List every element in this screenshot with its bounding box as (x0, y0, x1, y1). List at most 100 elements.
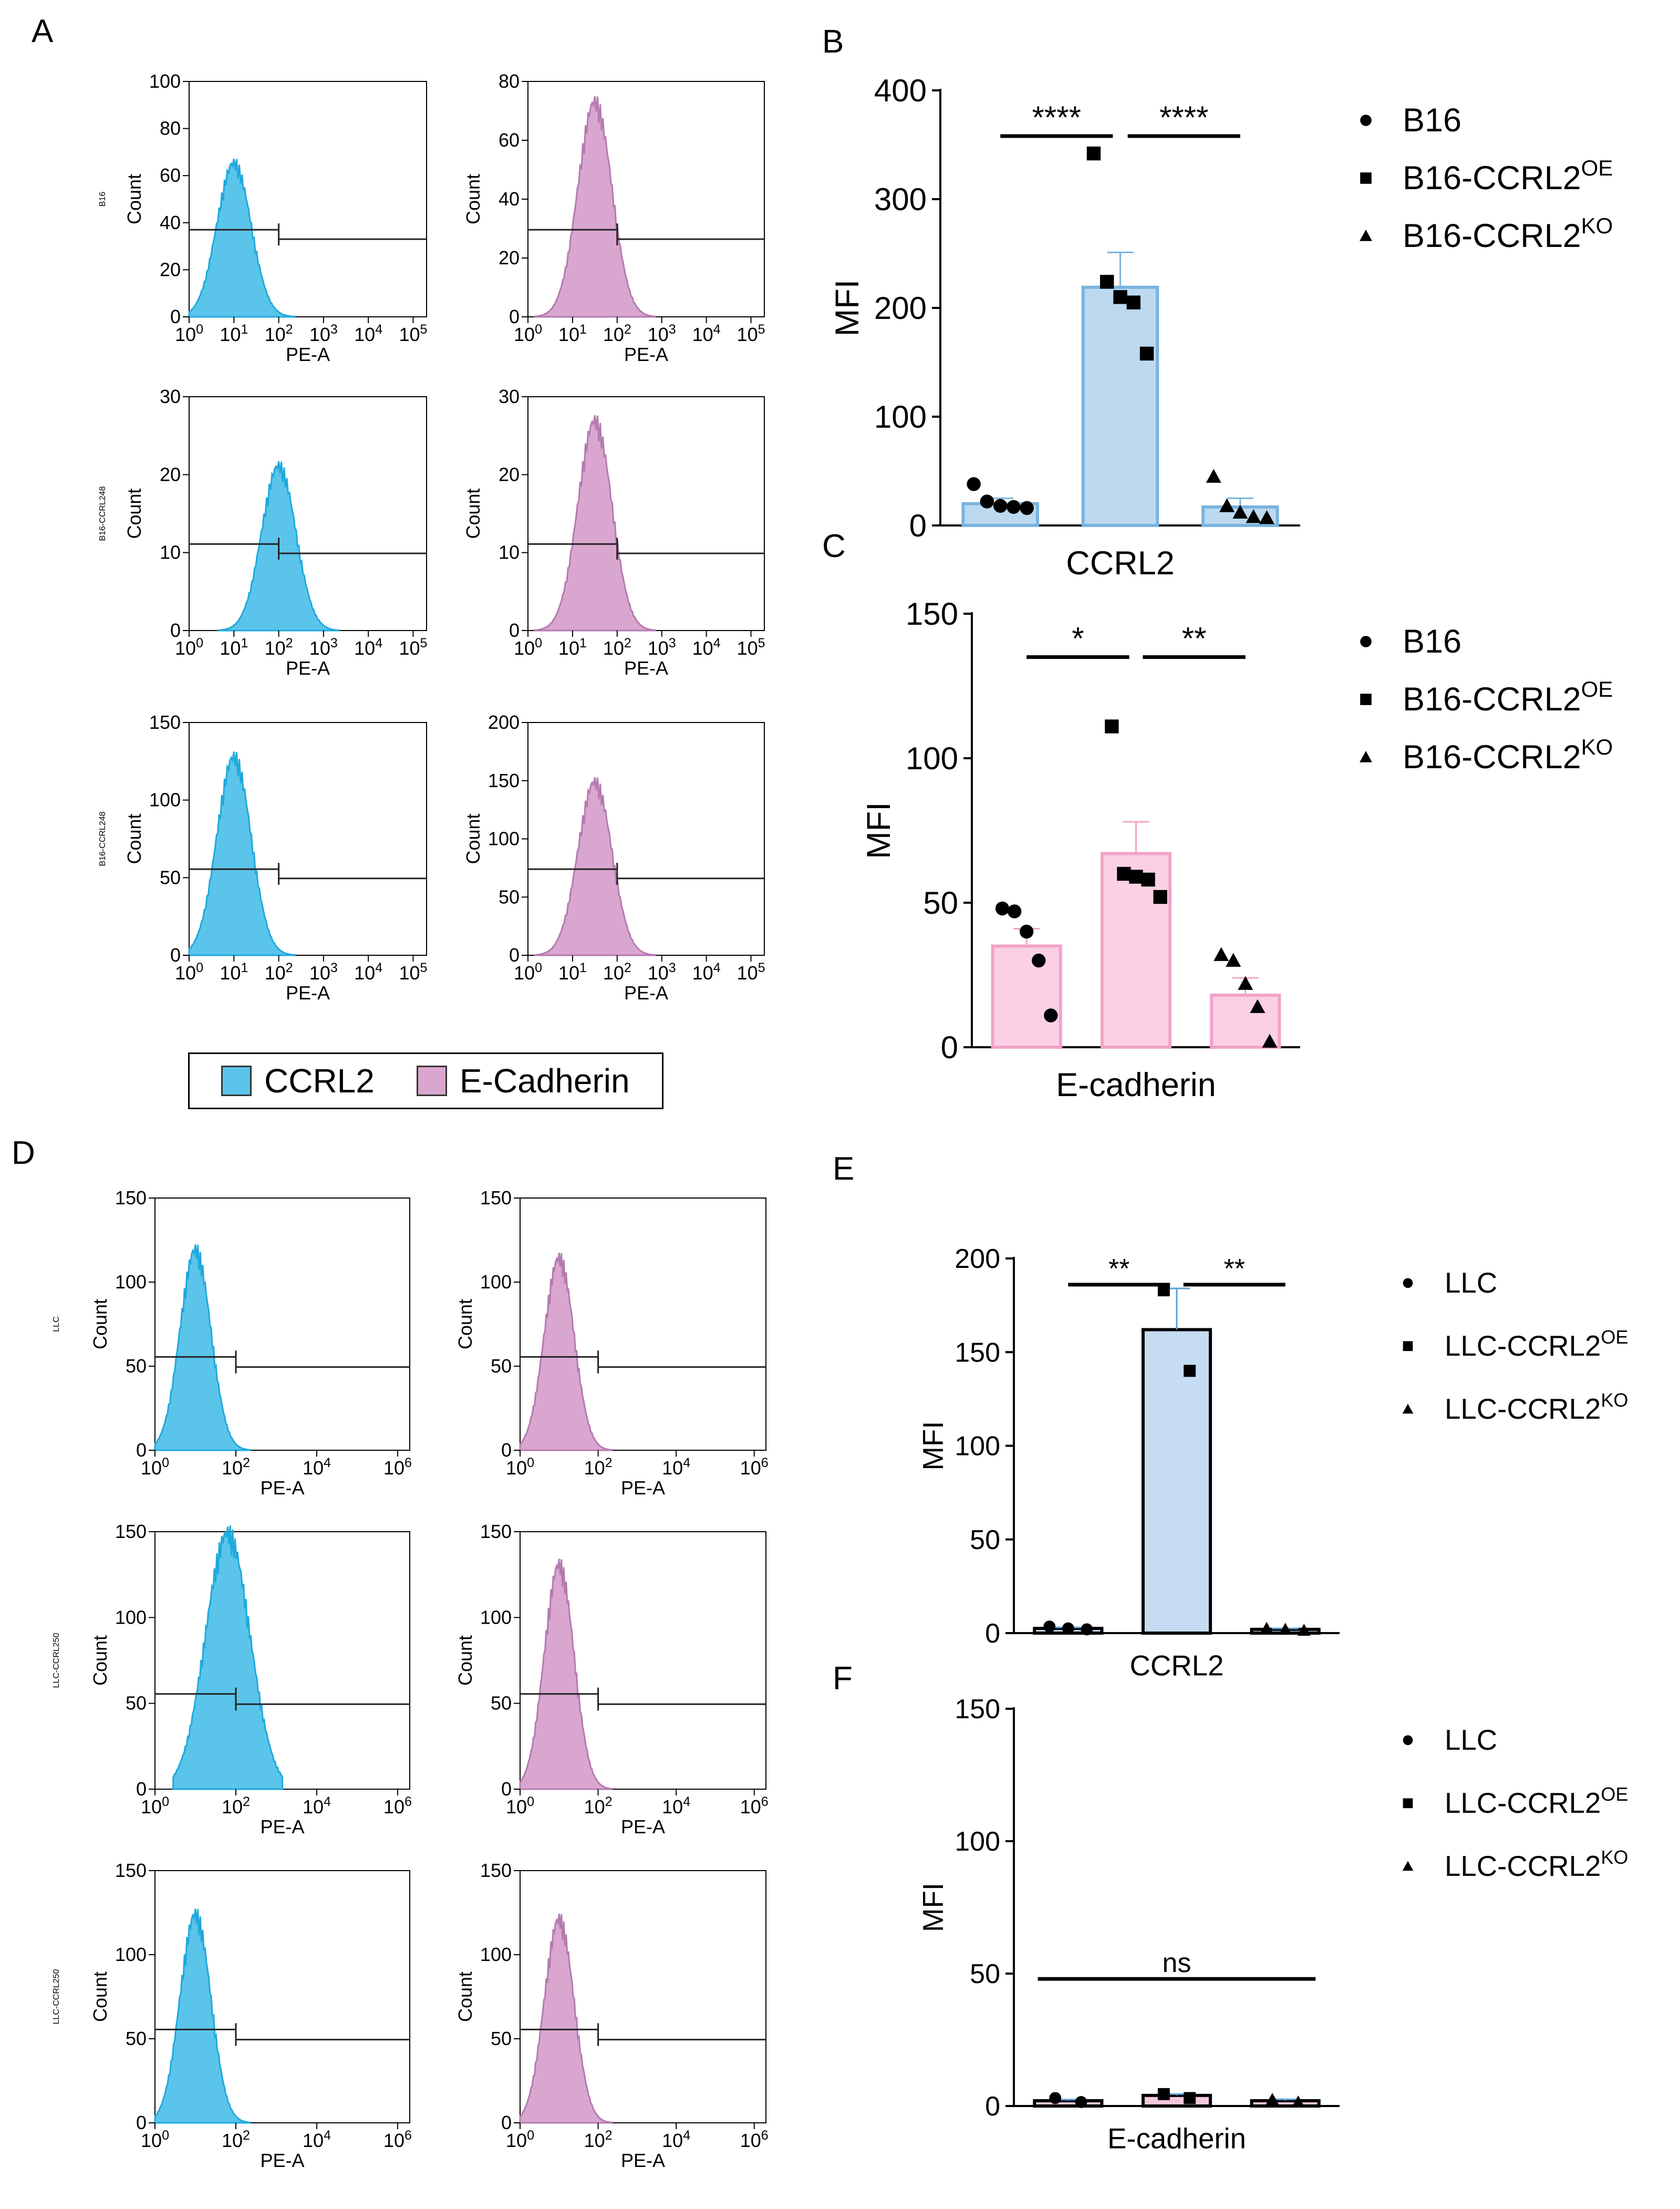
hist-xtick-label-d-r2c1-3: 106 (740, 2128, 769, 2151)
hist-xtick-label-d-r2c1-0: 100 (506, 2128, 534, 2151)
hist-xlabel-a-r2c0: PE-A (286, 982, 330, 1004)
legend-marker-c-1 (1360, 694, 1372, 705)
hist-ytick-label-a-r2c1-0: 0 (509, 944, 520, 966)
hist-xtick-label-d-r0c0-3: 106 (383, 1456, 412, 1479)
hist-xtick-label-d-r1c0-1: 102 (222, 1794, 250, 1818)
hist-ytick-label-d-r0c0-1: 50 (126, 1355, 147, 1377)
hist-xtick-label-a-r2c1-0: 100 (514, 961, 542, 984)
hist-xtick-label-a-r2c1-5: 105 (737, 961, 765, 984)
hist-ylabel-d-r1c0: Count (89, 1635, 111, 1686)
hist-ytick-label-a-r2c1-3: 150 (488, 770, 520, 791)
histogram-e-cadherin-a-r0c1 (534, 96, 656, 318)
bar-ytick-label-b-0: 0 (909, 508, 927, 543)
bar-ytick-label-e-1: 50 (970, 1525, 1000, 1555)
hist-ylabel-d-r0c1: Count (454, 1299, 476, 1349)
hist-ytick-label-a-r0c0-3: 60 (160, 164, 181, 186)
hist-xtick-label-a-r2c0-1: 101 (220, 961, 248, 984)
bar-e-1 (1141, 1328, 1212, 1635)
hist-xtick-label-a-r1c1-3: 103 (648, 636, 676, 659)
legend-label-f-1: LLC-CCRL2OE (1445, 1783, 1628, 1819)
histogram-e-cadherin-d-r0c1 (519, 1252, 613, 1451)
hist-ytick-label-d-r1c0-3: 150 (115, 1521, 147, 1542)
hist-xtick-label-a-r1c1-2: 102 (603, 636, 631, 659)
point-b-2-1 (1219, 498, 1235, 512)
hist-xtick-label-d-r2c0-3: 106 (383, 2128, 412, 2151)
hist-xtick-label-d-r1c0-2: 104 (303, 1794, 331, 1818)
row-label-a-1: B16-CCRL248 (98, 486, 107, 541)
hist-xlabel-a-r0c0: PE-A (286, 344, 330, 365)
point-b-1-0 (1086, 146, 1101, 161)
bar-ytick-label-e-3: 150 (955, 1337, 1000, 1368)
panel-label-c: C (822, 528, 846, 564)
point-e-0-2 (1081, 1623, 1093, 1636)
hist-xtick-label-a-r1c0-5: 105 (399, 636, 427, 659)
point-b-1-2 (1113, 290, 1127, 304)
hist-xlabel-d-r0c0: PE-A (260, 1477, 304, 1499)
point-c-1-0 (1105, 719, 1119, 734)
hist-frame-a-r0c0 (189, 81, 427, 317)
hist-xtick-label-d-r0c1-1: 102 (584, 1456, 613, 1479)
bar-ylabel-b: MFI (829, 280, 866, 336)
hist-ytick-label-d-r2c0-1: 50 (126, 2028, 147, 2049)
hist-xtick-label-d-r1c1-3: 106 (740, 1794, 769, 1818)
sig-label-e-1: ** (1223, 1254, 1245, 1284)
legend-marker-e-0 (1403, 1278, 1413, 1288)
legend-marker-e-1 (1403, 1341, 1413, 1351)
hist-ytick-label-d-r2c1-0: 0 (501, 2112, 512, 2133)
hist-frame-d-r2c0 (154, 1870, 410, 2123)
hist-xtick-label-a-r2c1-1: 101 (558, 961, 587, 984)
hist-ytick-label-a-r0c1-4: 80 (499, 70, 520, 92)
point-c-2-2 (1238, 976, 1253, 990)
histogram-e-cadherin-d-r1c1 (519, 1558, 613, 1790)
hist-ytick-label-d-r1c0-1: 50 (126, 1692, 147, 1714)
hist-xtick-label-d-r0c1-0: 100 (506, 1456, 534, 1479)
point-c-2-4 (1262, 1034, 1278, 1048)
row-label-d-0: LLC50 (52, 1316, 61, 1331)
hist-frame-d-r1c1 (520, 1531, 766, 1790)
hist-xlabel-d-r1c1: PE-A (621, 1816, 665, 1838)
hist-ytick-label-d-r1c1-0: 0 (501, 1778, 512, 1800)
hist-xtick-label-a-r0c1-1: 101 (558, 322, 587, 345)
hist-ytick-label-a-r0c0-0: 0 (170, 306, 181, 327)
legend-marker-f-2 (1402, 1861, 1414, 1871)
legend-label-c-0: B16 (1403, 623, 1461, 660)
hist-ytick-label-a-r0c0-5: 100 (149, 70, 181, 92)
hist-ytick-label-a-r2c0-2: 100 (149, 789, 181, 811)
bar-ylabel-e: MFI (917, 1421, 949, 1471)
legend-label-b-2: B16-CCRL2KO (1403, 213, 1613, 254)
hist-xtick-label-a-r2c1-2: 102 (603, 961, 631, 984)
bar-ylabel-c: MFI (860, 802, 897, 859)
hist-ytick-label-a-r0c1-2: 40 (499, 188, 520, 210)
legend-marker-f-0 (1403, 1735, 1413, 1746)
point-c-0-0 (995, 901, 1010, 916)
bar-ytick-label-f-3: 150 (955, 1694, 1000, 1725)
hist-ylabel-d-r0c0: Count (89, 1299, 111, 1349)
hist-ytick-label-d-r0c1-2: 100 (480, 1271, 512, 1293)
hist-frame-a-r2c1 (527, 722, 765, 956)
hist-ytick-label-d-r1c1-1: 50 (491, 1692, 512, 1714)
hist-xtick-label-a-r2c0-4: 104 (354, 961, 382, 984)
hist-ytick-label-d-r2c1-1: 50 (491, 2028, 512, 2049)
point-c-1-4 (1153, 890, 1167, 904)
hist-xtick-label-a-r1c1-4: 104 (692, 636, 721, 659)
point-c-1-1 (1117, 866, 1131, 881)
hist-xlabel-a-r1c0: PE-A (286, 657, 330, 679)
point-f-2-1 (1291, 2095, 1305, 2108)
point-f-1-1 (1184, 2092, 1196, 2104)
point-c-2-1 (1226, 953, 1241, 967)
histogram-e-cadherin-d-r2c1 (519, 1913, 613, 2124)
bar-ytick-label-c-1: 50 (923, 885, 958, 921)
hist-ytick-label-a-r1c1-0: 0 (509, 620, 520, 641)
legend-label-e-0: LLC (1445, 1267, 1497, 1299)
point-b-0-4 (1020, 501, 1034, 515)
bar-ytick-label-c-3: 150 (906, 596, 958, 632)
hist-frame-d-r0c1 (520, 1198, 766, 1451)
hist-ytick-label-d-r1c0-2: 100 (115, 1606, 147, 1628)
hist-xtick-label-d-r2c0-0: 100 (141, 2128, 169, 2151)
point-e-0-1 (1062, 1622, 1074, 1635)
point-c-0-1 (1007, 904, 1022, 918)
hist-xtick-label-a-r1c1-0: 100 (514, 636, 542, 659)
hist-ytick-label-a-r0c0-1: 20 (160, 259, 181, 280)
histogram-ccrl2-d-r0c0 (154, 1244, 251, 1451)
